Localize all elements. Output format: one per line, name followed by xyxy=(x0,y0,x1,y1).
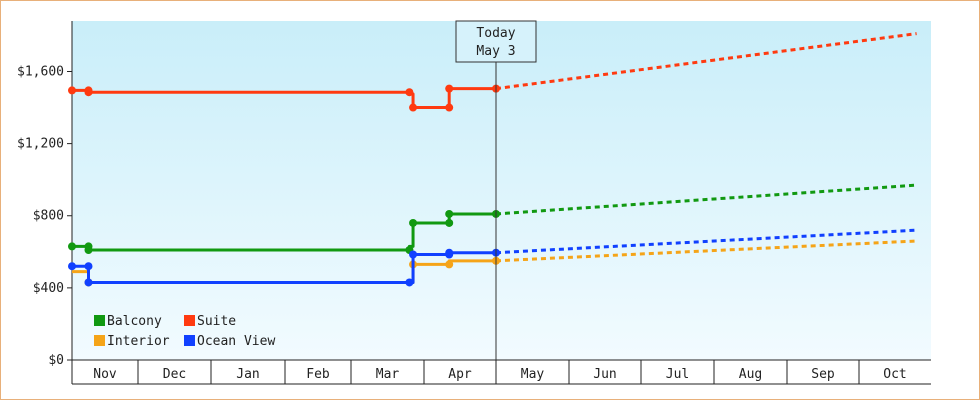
legend-swatch-ocean-view xyxy=(184,335,195,346)
legend-swatch-interior xyxy=(94,335,105,346)
today-label: Today xyxy=(476,26,515,41)
data-point-suite xyxy=(445,103,454,112)
series-suite xyxy=(68,32,917,112)
x-tick-label-jul: Jul xyxy=(666,367,689,382)
data-point-ocean-view xyxy=(405,278,414,287)
data-point-suite xyxy=(409,103,418,112)
legend-swatch-balcony xyxy=(94,315,105,326)
data-point-balcony xyxy=(68,242,76,251)
legend-swatch-suite xyxy=(184,315,195,326)
today-date-label: May 3 xyxy=(476,44,515,59)
legend-label-balcony: Balcony xyxy=(107,314,162,329)
x-tick-label-dec: Dec xyxy=(163,367,186,382)
x-tick-label-jun: Jun xyxy=(593,367,616,382)
data-point-balcony xyxy=(445,218,454,227)
x-tick-label-aug: Aug xyxy=(739,367,762,382)
series-projection-balcony xyxy=(495,183,917,216)
x-tick-label-apr: Apr xyxy=(448,367,472,382)
data-point-ocean-view xyxy=(84,278,93,287)
y-tick-label: $1,600 xyxy=(17,64,64,79)
series-projection-suite xyxy=(495,32,917,91)
data-point-ocean-view xyxy=(84,262,93,271)
x-tick-label-feb: Feb xyxy=(306,367,330,382)
series-balcony xyxy=(68,183,917,255)
series-projection-interior xyxy=(495,239,917,263)
x-tick-label-oct: Oct xyxy=(883,367,906,382)
legend-label-ocean-view: Ocean View xyxy=(197,334,275,349)
data-point-ocean-view xyxy=(68,262,76,271)
data-point-balcony xyxy=(409,218,418,227)
data-point-ocean-view xyxy=(445,248,454,257)
data-point-suite xyxy=(405,88,414,97)
today-box xyxy=(455,20,537,63)
legend-label-interior: Interior xyxy=(107,334,170,349)
x-tick-label-sep: Sep xyxy=(811,367,835,382)
x-tick-label-nov: Nov xyxy=(93,367,117,382)
data-point-suite xyxy=(84,88,93,97)
y-tick-label: $400 xyxy=(33,281,64,296)
y-tick-label: $1,200 xyxy=(17,137,64,152)
data-point-ocean-view xyxy=(409,250,418,259)
x-tick-label-may: May xyxy=(521,367,545,382)
x-tick-label-jan: Jan xyxy=(236,367,259,382)
data-point-balcony xyxy=(445,209,454,218)
y-tick-label: $0 xyxy=(48,353,64,368)
series-projection-ocean-view xyxy=(495,228,917,255)
data-point-suite xyxy=(445,84,454,93)
data-point-suite xyxy=(68,86,76,95)
y-tick-label: $800 xyxy=(33,209,64,224)
plot-background xyxy=(72,21,931,360)
data-point-interior xyxy=(445,260,454,269)
legend-label-suite: Suite xyxy=(197,314,236,329)
x-tick-label-mar: Mar xyxy=(376,367,400,382)
data-point-balcony xyxy=(84,246,93,255)
